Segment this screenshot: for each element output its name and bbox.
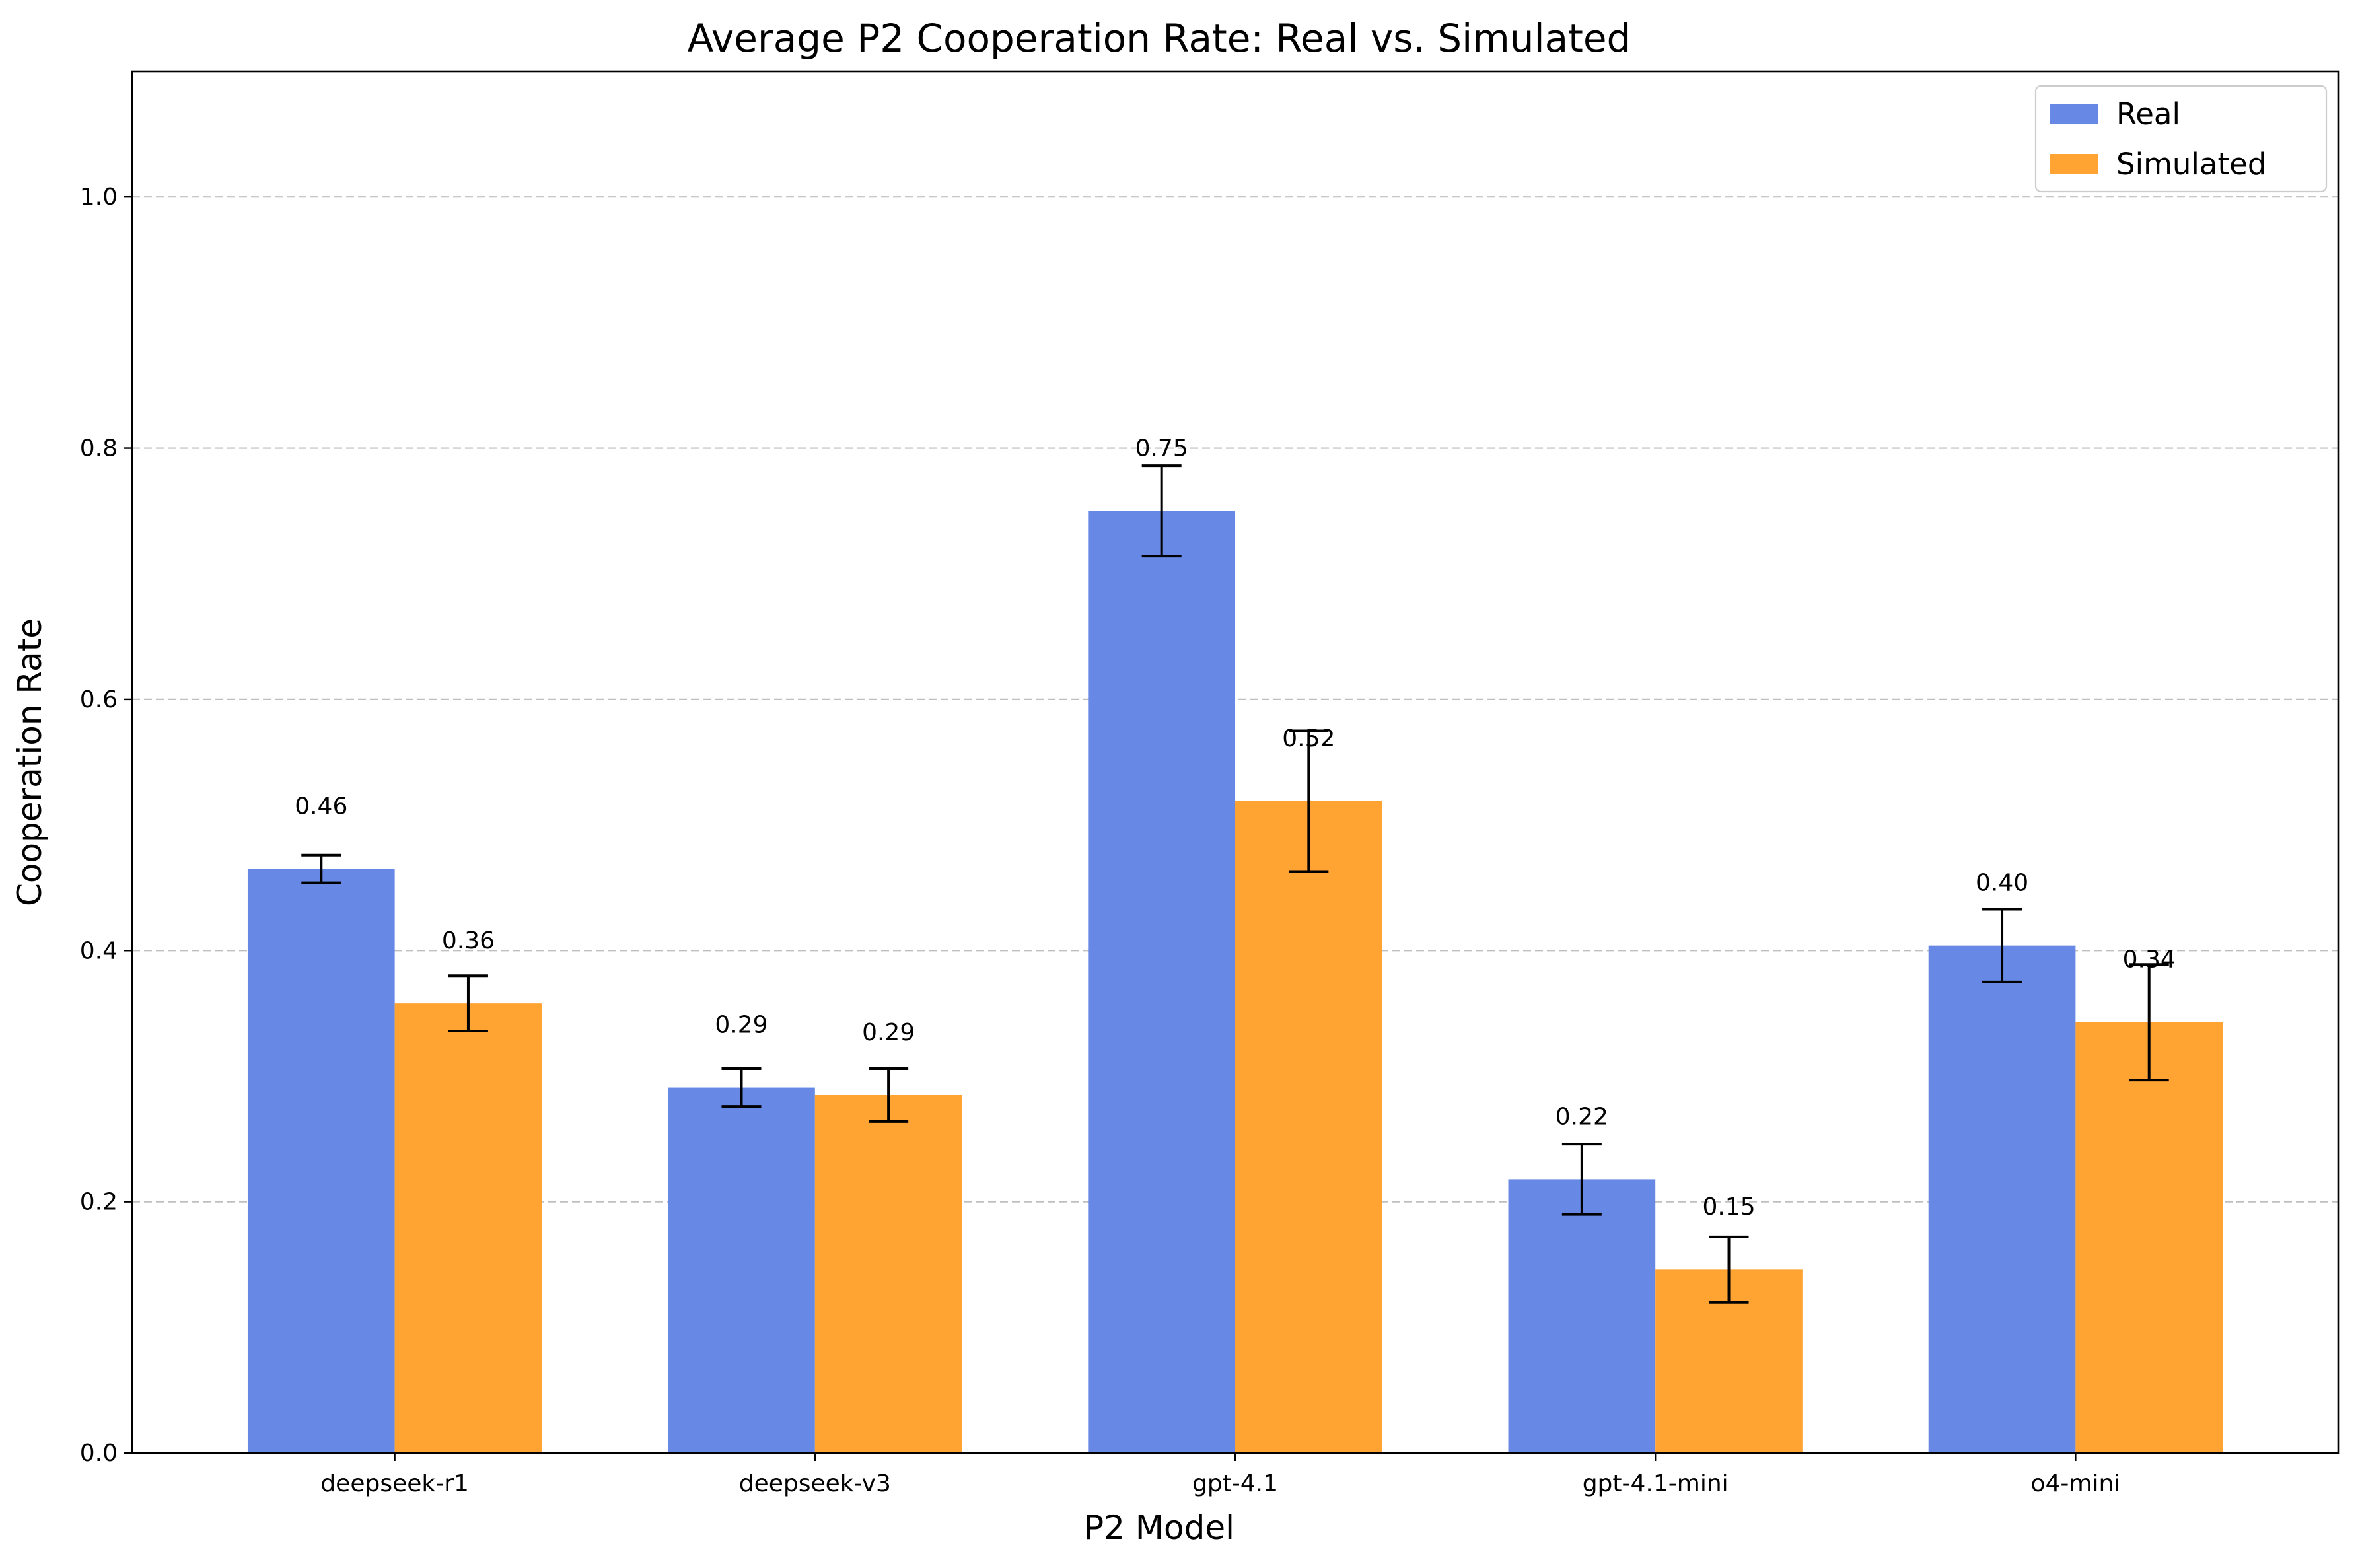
x-tick-label: gpt-4.1 bbox=[1192, 1470, 1278, 1497]
axes: 0.0 0.2 0.4 0.6 0.8 1.0 deepseek-r1 deepseek-v3… bbox=[80, 70, 2340, 1497]
legend: Real Simulated bbox=[2034, 85, 2328, 193]
bar-real-gpt-4.1-mini bbox=[1508, 1179, 1656, 1453]
y-tick-label: 0.2 bbox=[80, 1189, 118, 1216]
bar-simulated-deepseek-v3 bbox=[814, 1094, 962, 1453]
bar-simulated-deepseek-r1 bbox=[394, 1003, 542, 1453]
x-tick-label: gpt-4.1-mini bbox=[1583, 1470, 1729, 1497]
value-label: 0.22 bbox=[1555, 1103, 1608, 1130]
value-label: 0.75 bbox=[1135, 435, 1188, 462]
bar-real-gpt-4.1 bbox=[1088, 511, 1235, 1453]
y-tick-label: 1.0 bbox=[80, 184, 118, 211]
value-label: 0.46 bbox=[295, 793, 347, 820]
legend-frame bbox=[2034, 85, 2328, 193]
legend-swatch-real bbox=[2050, 104, 2098, 124]
bars bbox=[247, 511, 2223, 1453]
legend-label-simulated: Simulated bbox=[2116, 147, 2266, 182]
bar-real-o4-mini bbox=[1928, 945, 2076, 1453]
value-label: 0.15 bbox=[1702, 1194, 1755, 1221]
legend-label-real: Real bbox=[2116, 96, 2180, 131]
legend-swatch-simulated bbox=[2050, 154, 2098, 174]
x-axis-label: P2 Model bbox=[1084, 1509, 1234, 1547]
bar-real-deepseek-v3 bbox=[668, 1087, 815, 1453]
value-label: 0.34 bbox=[2123, 946, 2176, 974]
value-labels: 0.46 0.29 0.75 0.22 0.40 0.36 0.29 0.52 0.15 0.34 bbox=[295, 435, 2176, 1221]
x-tick-label: deepseek-r1 bbox=[320, 1470, 469, 1497]
value-label: 0.52 bbox=[1282, 725, 1335, 752]
value-label: 0.40 bbox=[1976, 870, 2028, 897]
y-axis-label: Cooperation Rate bbox=[11, 618, 49, 906]
x-tick-label: o4-mini bbox=[2030, 1470, 2120, 1497]
chart-title: Average P2 Cooperation Rate: Real vs. Si… bbox=[688, 16, 1631, 61]
bar-real-deepseek-r1 bbox=[247, 869, 395, 1453]
y-tick-label: 0.4 bbox=[80, 937, 118, 964]
value-label: 0.29 bbox=[715, 1011, 768, 1038]
x-tick-label: deepseek-v3 bbox=[739, 1470, 891, 1497]
bar-simulated-gpt-4.1 bbox=[1235, 801, 1382, 1453]
error-bars bbox=[301, 464, 2169, 1304]
value-label: 0.36 bbox=[442, 927, 495, 954]
value-label: 0.29 bbox=[862, 1019, 915, 1046]
bar-simulated-o4-mini bbox=[2075, 1022, 2223, 1453]
y-tick-label: 0.6 bbox=[80, 686, 118, 713]
y-tick-label: 0.0 bbox=[80, 1440, 118, 1467]
y-tick-label: 0.8 bbox=[80, 435, 118, 462]
